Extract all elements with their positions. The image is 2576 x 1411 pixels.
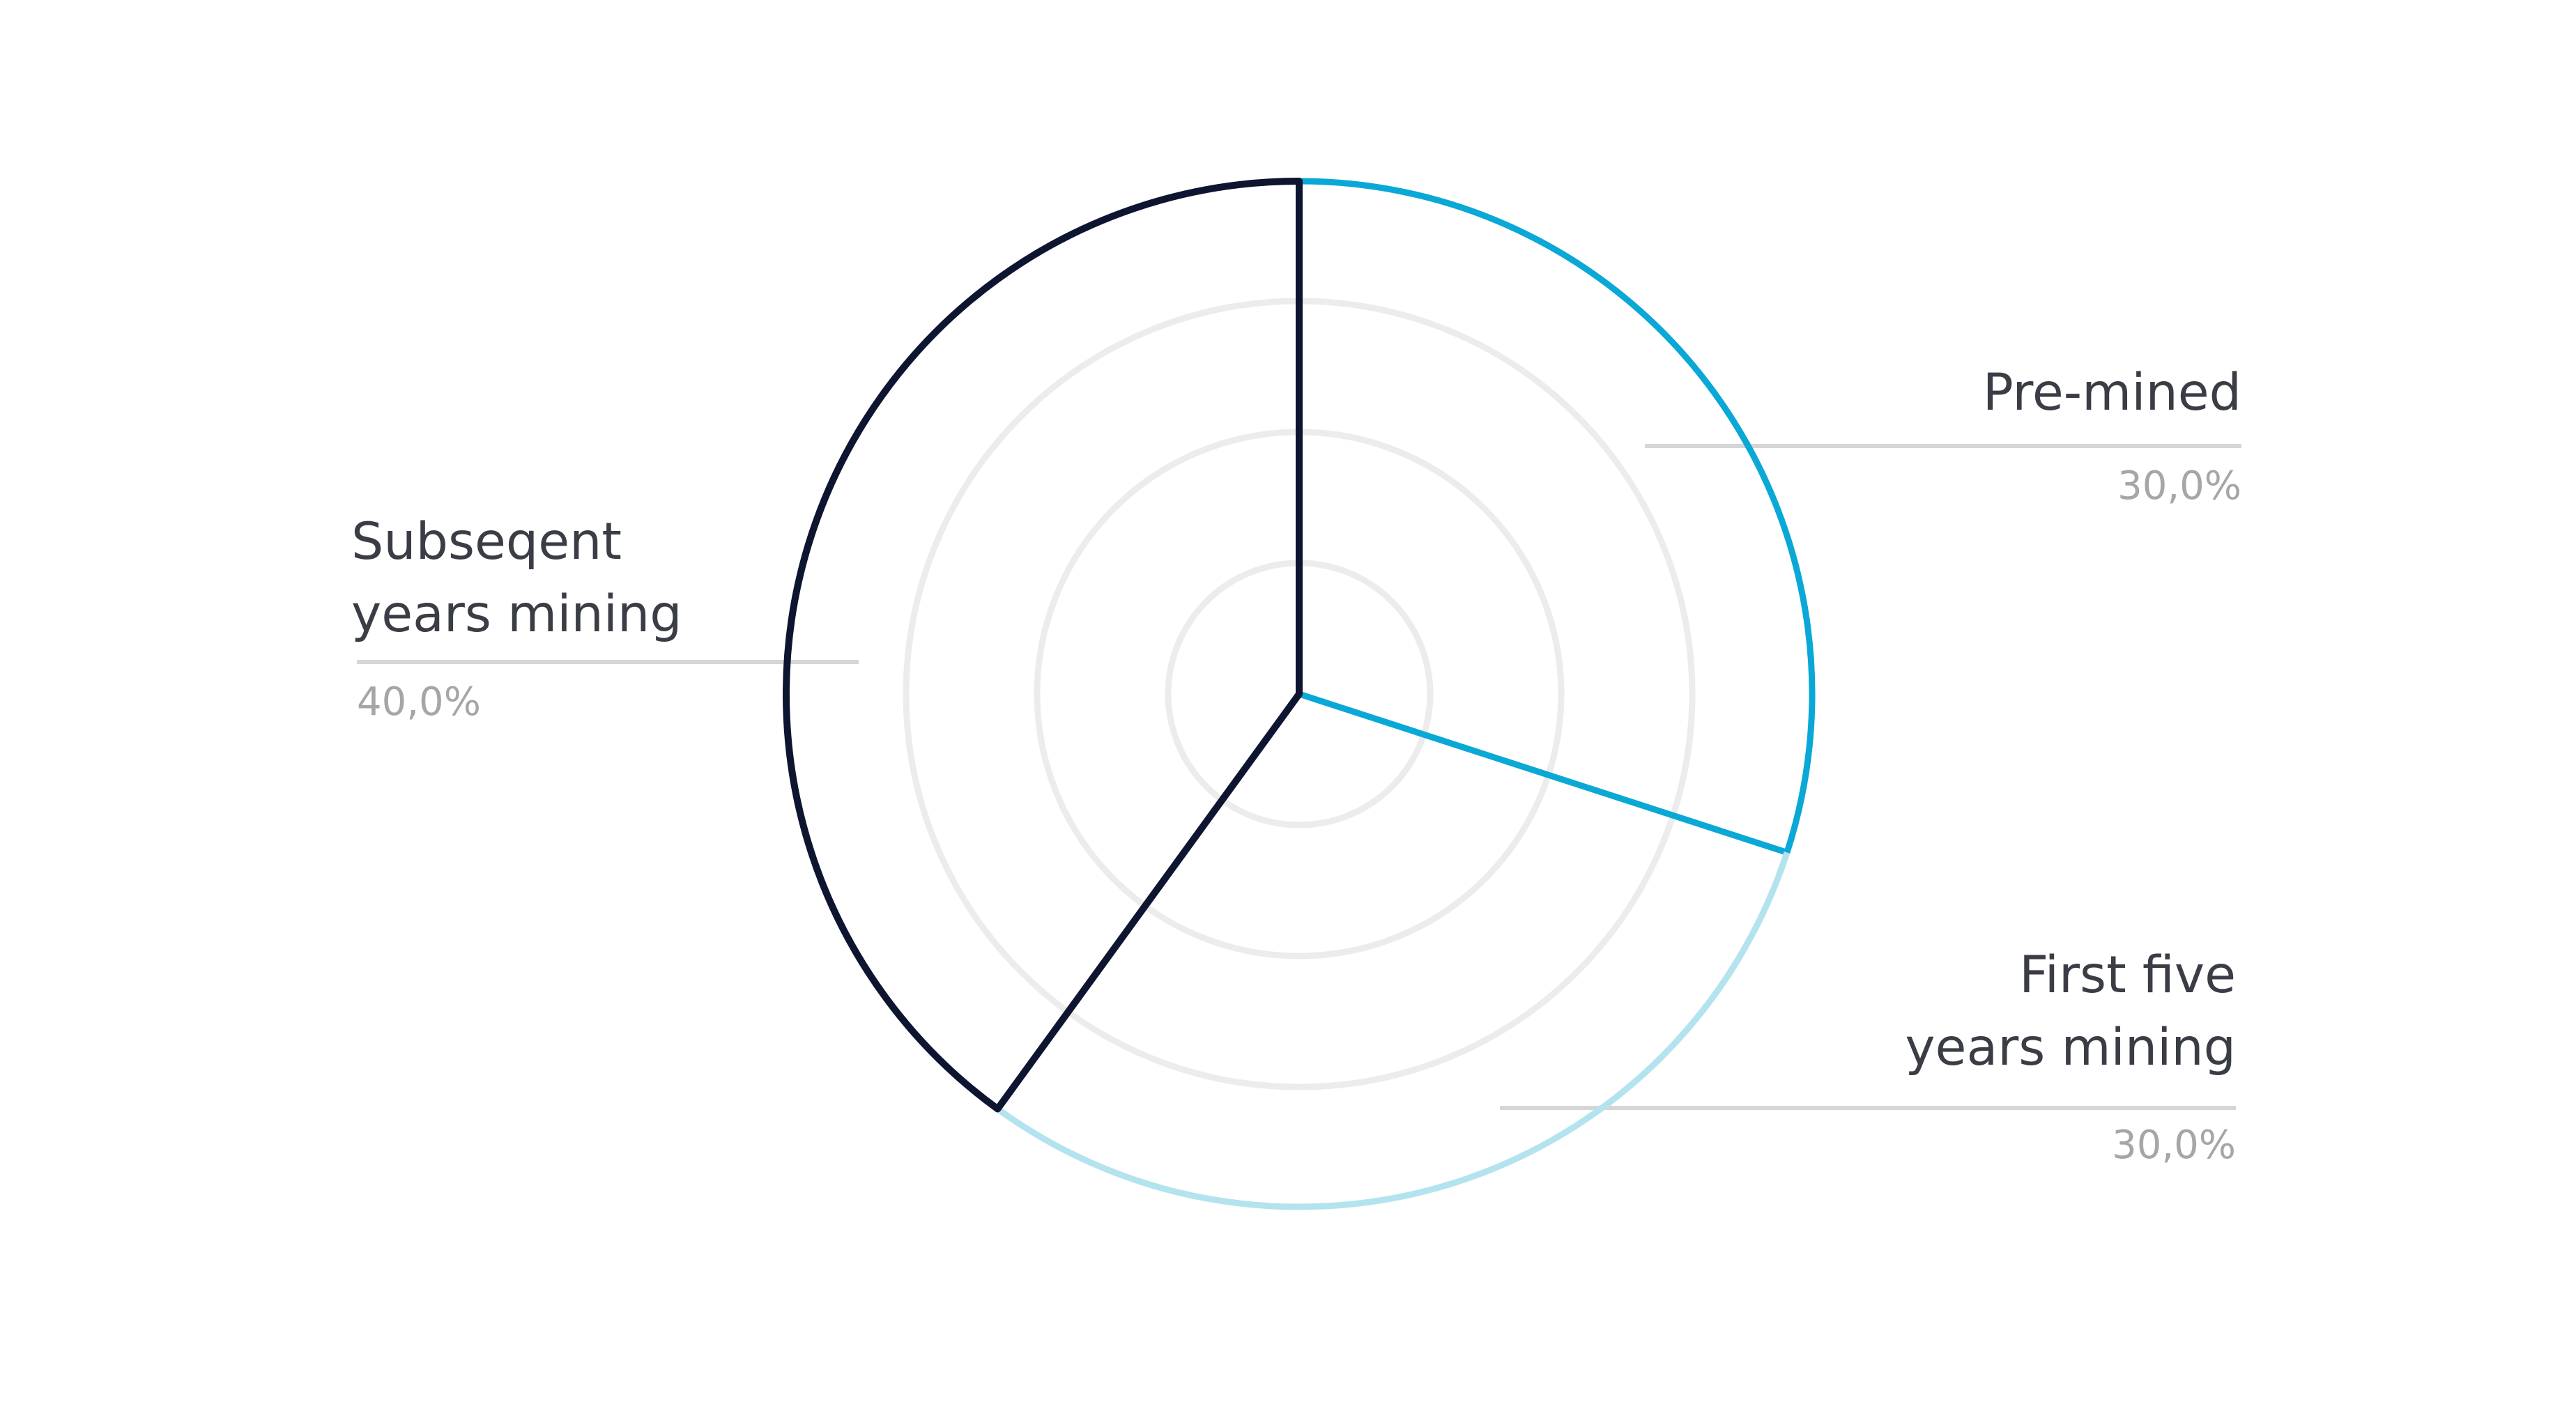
slice-label-line: years mining	[351, 585, 682, 644]
slice-label-line: Pre-mined	[1982, 363, 2241, 422]
leader-lines	[357, 444, 2241, 1110]
slice-label-first-five-years-mining: First five years mining	[1905, 939, 2236, 1084]
pie-slice-pre-mined	[1296, 178, 1816, 856]
pie-slices	[783, 178, 1816, 1210]
slice-value-pre-mined: 30,0%	[2117, 463, 2241, 509]
slice-label-line: Subseqent	[351, 512, 622, 571]
slice-label-line: years mining	[1905, 1018, 2236, 1077]
slice-label-subseqent-years-mining: Subseqent years mining	[351, 506, 682, 651]
pie-slice-subseqent-years-mining	[783, 178, 1303, 1113]
slice-label-pre-mined: Pre-mined	[1983, 357, 2241, 429]
pie-slice-first-five-years-mining	[995, 851, 1791, 1210]
slice-value-first-five-years-mining: 30,0%	[2112, 1123, 2236, 1168]
slice-label-line: First five	[2019, 946, 2236, 1005]
slice-value-subseqent-years-mining: 40,0%	[357, 679, 481, 725]
